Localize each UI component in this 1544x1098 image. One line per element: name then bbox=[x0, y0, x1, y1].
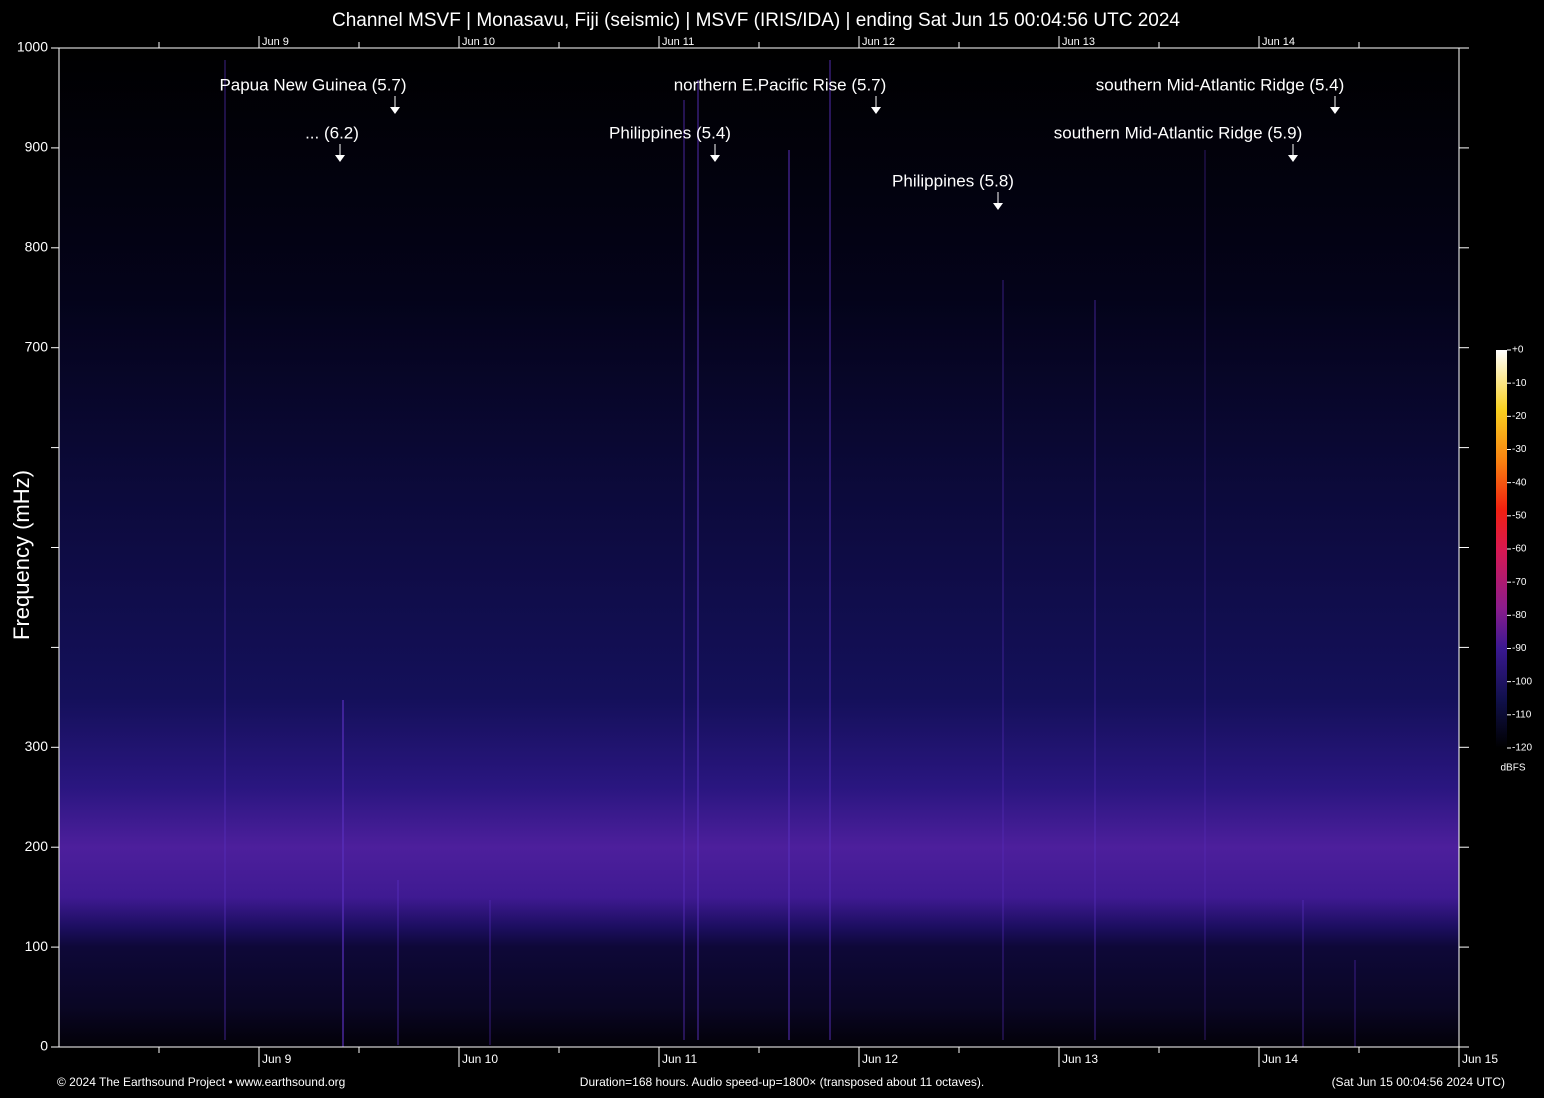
x-tick-label-top: Jun 9 bbox=[262, 36, 289, 48]
annotation-arrowhead bbox=[390, 107, 400, 114]
colorbar-tick-label: -80 bbox=[1512, 610, 1527, 621]
annotation: Philippines (5.8) bbox=[892, 171, 1014, 190]
annotation-arrowhead bbox=[1330, 107, 1340, 114]
x-tick-label-top: Jun 11 bbox=[662, 36, 694, 48]
colorbar-tick-label: -100 bbox=[1512, 676, 1532, 687]
colorbar-tick-label: -110 bbox=[1512, 709, 1532, 720]
annotation: northern E.Pacific Rise (5.7) bbox=[674, 75, 887, 94]
annotation-arrowhead bbox=[993, 203, 1003, 210]
annotation: Philippines (5.4) bbox=[609, 123, 731, 142]
colorbar-tick-label: -50 bbox=[1512, 510, 1527, 521]
chart-title: Channel MSVF | Monasavu, Fiji (seismic) … bbox=[332, 10, 1180, 31]
y-tick-label: 100 bbox=[25, 938, 49, 954]
y-tick-label: 1000 bbox=[17, 39, 48, 55]
colorbar-tick-label: -120 bbox=[1512, 743, 1532, 754]
y-tick-label: 700 bbox=[25, 338, 49, 354]
annotation: Papua New Guinea (5.7) bbox=[219, 75, 406, 94]
y-tick-label: 300 bbox=[25, 738, 49, 754]
colorbar-tick-label: -30 bbox=[1512, 444, 1527, 455]
x-tick-label-top: Jun 13 bbox=[1062, 36, 1095, 48]
streaks bbox=[224, 60, 1356, 1047]
spectrogram bbox=[59, 48, 1459, 1047]
y-axis-label: Frequency (mHz) bbox=[9, 470, 34, 640]
x-tick-label: Jun 12 bbox=[862, 1052, 898, 1066]
footer: © 2024 The Earthsound Project • www.eart… bbox=[57, 1075, 345, 1089]
annotation: southern Mid-Atlantic Ridge (5.4) bbox=[1096, 75, 1345, 94]
colorbar-tick-label: -20 bbox=[1512, 411, 1527, 422]
annotation-arrowhead bbox=[710, 155, 720, 162]
colorbar-tick-label: -90 bbox=[1512, 643, 1527, 654]
x-tick-label: Jun 11 bbox=[662, 1052, 697, 1066]
y-tick-label: 200 bbox=[25, 838, 49, 854]
annotation: ... (6.2) bbox=[305, 123, 359, 142]
colorbar bbox=[1496, 350, 1507, 748]
colorbar-tick-label: -70 bbox=[1512, 577, 1527, 588]
colorbar-tick-label: -10 bbox=[1512, 378, 1527, 389]
colorbar-tick-label: +0 bbox=[1512, 345, 1524, 356]
annotation-arrowhead bbox=[871, 107, 881, 114]
x-tick-label: Jun 9 bbox=[262, 1052, 292, 1066]
footer: Duration=168 hours. Audio speed-up=1800×… bbox=[580, 1075, 984, 1089]
x-tick-label-top: Jun 12 bbox=[862, 36, 895, 48]
x-tick-label: Jun 10 bbox=[462, 1052, 498, 1066]
annotation-arrowhead bbox=[1288, 155, 1298, 162]
x-tick-label-top: Jun 14 bbox=[1262, 36, 1295, 48]
colorbar-label: dBFS bbox=[1500, 763, 1525, 774]
annotation: southern Mid-Atlantic Ridge (5.9) bbox=[1054, 123, 1303, 142]
x-tick-label-top: Jun 10 bbox=[462, 36, 495, 48]
footer: (Sat Jun 15 00:04:56 2024 UTC) bbox=[1332, 1075, 1505, 1089]
y-tick-label: 900 bbox=[25, 139, 49, 155]
x-tick-label: Jun 13 bbox=[1062, 1052, 1098, 1066]
colorbar-tick-label: -40 bbox=[1512, 477, 1527, 488]
y-tick-label: 0 bbox=[40, 1038, 48, 1054]
x-tick-label: Jun 14 bbox=[1262, 1052, 1298, 1066]
y-tick-label: 800 bbox=[25, 239, 49, 255]
annotation-arrowhead bbox=[335, 155, 345, 162]
colorbar-tick-label: -60 bbox=[1512, 544, 1527, 555]
x-tick-label: Jun 15 bbox=[1462, 1052, 1498, 1066]
